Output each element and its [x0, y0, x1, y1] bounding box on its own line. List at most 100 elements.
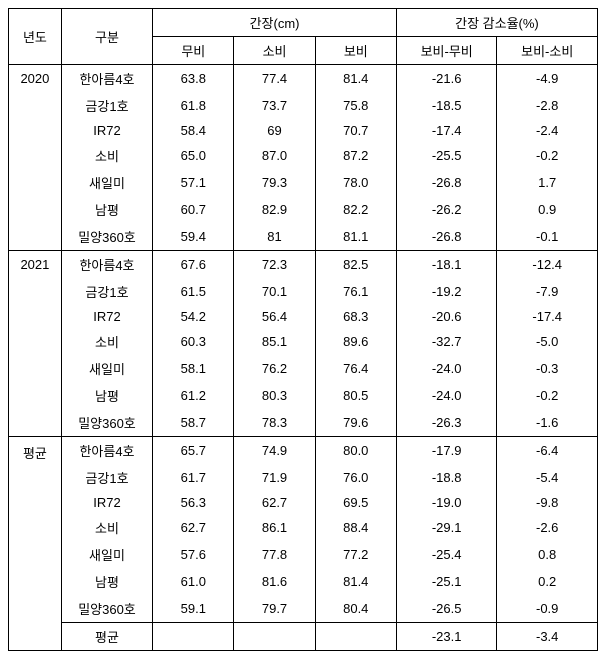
bobi-mubi-cell: -18.5	[396, 92, 497, 119]
bobi-mubi-cell: -24.0	[396, 355, 497, 382]
table-row: 새일미57.677.877.2-25.40.8	[9, 541, 598, 568]
table-row: 남평60.782.982.2-26.20.9	[9, 196, 598, 223]
category-cell: 새일미	[61, 541, 152, 568]
bobi-sobi-cell: -5.4	[497, 464, 598, 491]
category-cell: 소비	[61, 514, 152, 541]
mubi-cell: 62.7	[153, 514, 234, 541]
mubi-cell: 67.6	[153, 251, 234, 279]
sobi-cell: 77.4	[234, 65, 315, 93]
bobi-sobi-cell: 1.7	[497, 169, 598, 196]
bobi-sobi-cell: -3.4	[497, 623, 598, 651]
category-cell: 한아름4호	[61, 65, 152, 93]
header-bobi-mubi: 보비-무비	[396, 37, 497, 65]
category-cell: 금강1호	[61, 464, 152, 491]
bobi-sobi-cell: 0.9	[497, 196, 598, 223]
table-body: 2020한아름4호63.877.481.4-21.6-4.9금강1호61.873…	[9, 65, 598, 651]
bobi-sobi-cell: 0.8	[497, 541, 598, 568]
bobi-cell: 76.0	[315, 464, 396, 491]
bobi-mubi-cell: -17.4	[396, 119, 497, 142]
bobi-cell	[315, 623, 396, 651]
category-cell: 남평	[61, 568, 152, 595]
table-row: 금강1호61.771.976.0-18.8-5.4	[9, 464, 598, 491]
bobi-mubi-cell: -19.2	[396, 278, 497, 305]
header-rate-group: 간장 감소율(%)	[396, 9, 597, 37]
bobi-mubi-cell: -20.6	[396, 305, 497, 328]
mubi-cell: 59.1	[153, 595, 234, 623]
category-cell: 금강1호	[61, 92, 152, 119]
mubi-cell: 58.7	[153, 409, 234, 437]
bobi-sobi-cell: -2.8	[497, 92, 598, 119]
table-row: 새일미58.176.276.4-24.0-0.3	[9, 355, 598, 382]
category-cell: 소비	[61, 142, 152, 169]
header-category: 구분	[61, 9, 152, 65]
bobi-mubi-cell: -32.7	[396, 328, 497, 355]
bobi-cell: 81.4	[315, 568, 396, 595]
header-bobi-sobi: 보비-소비	[497, 37, 598, 65]
bobi-mubi-cell: -26.8	[396, 169, 497, 196]
table-row: IR7256.362.769.5-19.0-9.8	[9, 491, 598, 514]
bobi-mubi-cell: -24.0	[396, 382, 497, 409]
mubi-cell: 58.4	[153, 119, 234, 142]
bobi-cell: 81.1	[315, 223, 396, 251]
mubi-cell: 61.7	[153, 464, 234, 491]
header-mubi: 무비	[153, 37, 234, 65]
mubi-cell: 61.5	[153, 278, 234, 305]
table-row: 금강1호61.570.176.1-19.2-7.9	[9, 278, 598, 305]
sobi-cell: 72.3	[234, 251, 315, 279]
sobi-cell: 76.2	[234, 355, 315, 382]
mubi-cell: 65.7	[153, 437, 234, 465]
bobi-cell: 76.1	[315, 278, 396, 305]
bobi-sobi-cell: -0.9	[497, 595, 598, 623]
bobi-cell: 76.4	[315, 355, 396, 382]
bobi-sobi-cell: -7.9	[497, 278, 598, 305]
bobi-cell: 88.4	[315, 514, 396, 541]
bobi-sobi-cell: -1.6	[497, 409, 598, 437]
mubi-cell: 54.2	[153, 305, 234, 328]
table-row: 소비65.087.087.2-25.5-0.2	[9, 142, 598, 169]
bobi-cell: 68.3	[315, 305, 396, 328]
category-cell: 밀양360호	[61, 223, 152, 251]
sobi-cell: 85.1	[234, 328, 315, 355]
mubi-cell: 63.8	[153, 65, 234, 93]
sobi-cell: 56.4	[234, 305, 315, 328]
table-row: 2021한아름4호67.672.382.5-18.1-12.4	[9, 251, 598, 279]
table-row: IR7258.46970.7-17.4-2.4	[9, 119, 598, 142]
bobi-sobi-cell: -9.8	[497, 491, 598, 514]
category-cell: 새일미	[61, 169, 152, 196]
bobi-mubi-cell: -26.5	[396, 595, 497, 623]
header-sobi: 소비	[234, 37, 315, 65]
bobi-cell: 89.6	[315, 328, 396, 355]
bobi-cell: 78.0	[315, 169, 396, 196]
bobi-cell: 80.5	[315, 382, 396, 409]
bobi-cell: 69.5	[315, 491, 396, 514]
sobi-cell: 69	[234, 119, 315, 142]
table-row: 밀양360호59.48181.1-26.8-0.1	[9, 223, 598, 251]
sobi-cell	[234, 623, 315, 651]
table-row: 소비60.385.189.6-32.7-5.0	[9, 328, 598, 355]
mubi-cell: 57.6	[153, 541, 234, 568]
bobi-sobi-cell: -0.2	[497, 142, 598, 169]
bobi-cell: 77.2	[315, 541, 396, 568]
category-cell: 밀양360호	[61, 409, 152, 437]
table-row: 2020한아름4호63.877.481.4-21.6-4.9	[9, 65, 598, 93]
year-cell: 평균	[9, 437, 62, 651]
mubi-cell: 57.1	[153, 169, 234, 196]
mubi-cell: 59.4	[153, 223, 234, 251]
table-row: 밀양360호58.778.379.6-26.3-1.6	[9, 409, 598, 437]
sobi-cell: 77.8	[234, 541, 315, 568]
mubi-cell	[153, 623, 234, 651]
table-header: 년도 구분 간장(cm) 간장 감소율(%) 무비 소비 보비 보비-무비 보비…	[9, 9, 598, 65]
category-cell: 한아름4호	[61, 251, 152, 279]
bobi-sobi-cell: -0.1	[497, 223, 598, 251]
sobi-cell: 79.7	[234, 595, 315, 623]
bobi-sobi-cell: -0.3	[497, 355, 598, 382]
sobi-cell: 73.7	[234, 92, 315, 119]
year-cell: 2020	[9, 65, 62, 251]
bobi-mubi-cell: -21.6	[396, 65, 497, 93]
bobi-mubi-cell: -26.2	[396, 196, 497, 223]
bobi-sobi-cell: -12.4	[497, 251, 598, 279]
bobi-sobi-cell: -0.2	[497, 382, 598, 409]
table-row: 밀양360호59.179.780.4-26.5-0.9	[9, 595, 598, 623]
category-cell: IR72	[61, 305, 152, 328]
bobi-mubi-cell: -25.4	[396, 541, 497, 568]
